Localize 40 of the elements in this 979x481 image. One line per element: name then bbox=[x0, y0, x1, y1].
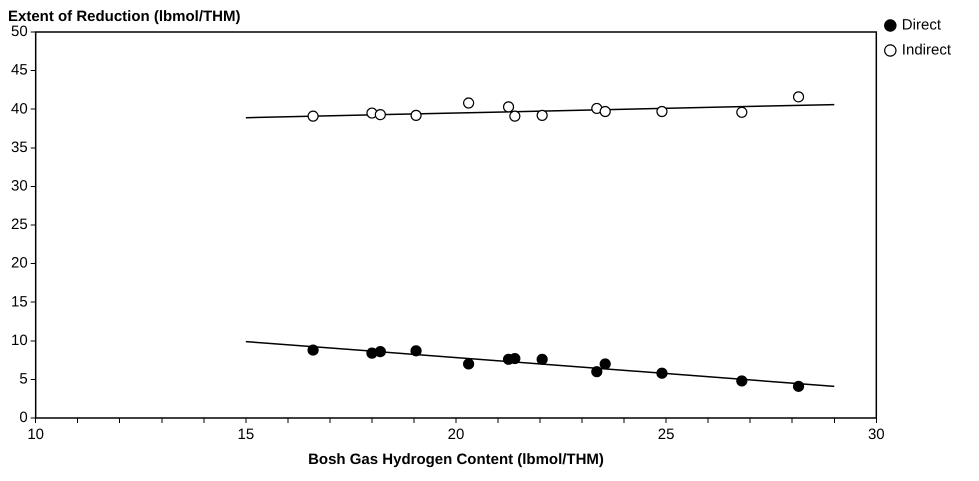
y-tick-label: 30 bbox=[10, 178, 28, 195]
y-tick-label: 45 bbox=[10, 62, 28, 79]
point bbox=[410, 345, 422, 356]
x-tick-label: 15 bbox=[237, 426, 254, 444]
y-tick-label: 5 bbox=[19, 370, 28, 388]
point bbox=[502, 101, 514, 112]
point bbox=[410, 110, 422, 121]
y-tick-label: 10 bbox=[10, 332, 28, 349]
point bbox=[374, 109, 386, 120]
legend-label: Indirect bbox=[902, 42, 952, 59]
point bbox=[509, 110, 520, 122]
point bbox=[792, 380, 804, 392]
point bbox=[307, 344, 319, 356]
y-axis-title: Extent of Reduction (lbmol/THM) bbox=[8, 8, 240, 26]
point bbox=[591, 366, 602, 378]
point bbox=[792, 91, 804, 102]
point bbox=[736, 106, 748, 118]
point bbox=[600, 358, 611, 370]
y-tick-label: 0 bbox=[19, 409, 28, 426]
legend-label: Direct bbox=[902, 16, 942, 34]
point bbox=[656, 368, 668, 379]
point bbox=[600, 106, 611, 118]
point bbox=[307, 110, 319, 122]
y-tick-label: 50 bbox=[10, 23, 28, 40]
point bbox=[463, 358, 474, 370]
point bbox=[536, 110, 548, 121]
point bbox=[463, 97, 474, 109]
point bbox=[736, 375, 748, 387]
point bbox=[374, 346, 386, 358]
y-tick-label: 25 bbox=[10, 216, 28, 234]
y-tick-label: 40 bbox=[10, 100, 28, 118]
x-axis-title: Bosh Gas Hydrogen Content (lbmol/THM) bbox=[308, 451, 604, 468]
x-tick-label: 20 bbox=[448, 426, 464, 444]
y-tick-label: 15 bbox=[10, 293, 28, 310]
point bbox=[656, 106, 668, 118]
point bbox=[536, 354, 548, 365]
x-tick-label: 25 bbox=[658, 426, 674, 444]
x-tick-label: 30 bbox=[868, 426, 885, 444]
y-tick-label: 35 bbox=[10, 138, 28, 156]
y-tick-label: 20 bbox=[10, 254, 28, 272]
